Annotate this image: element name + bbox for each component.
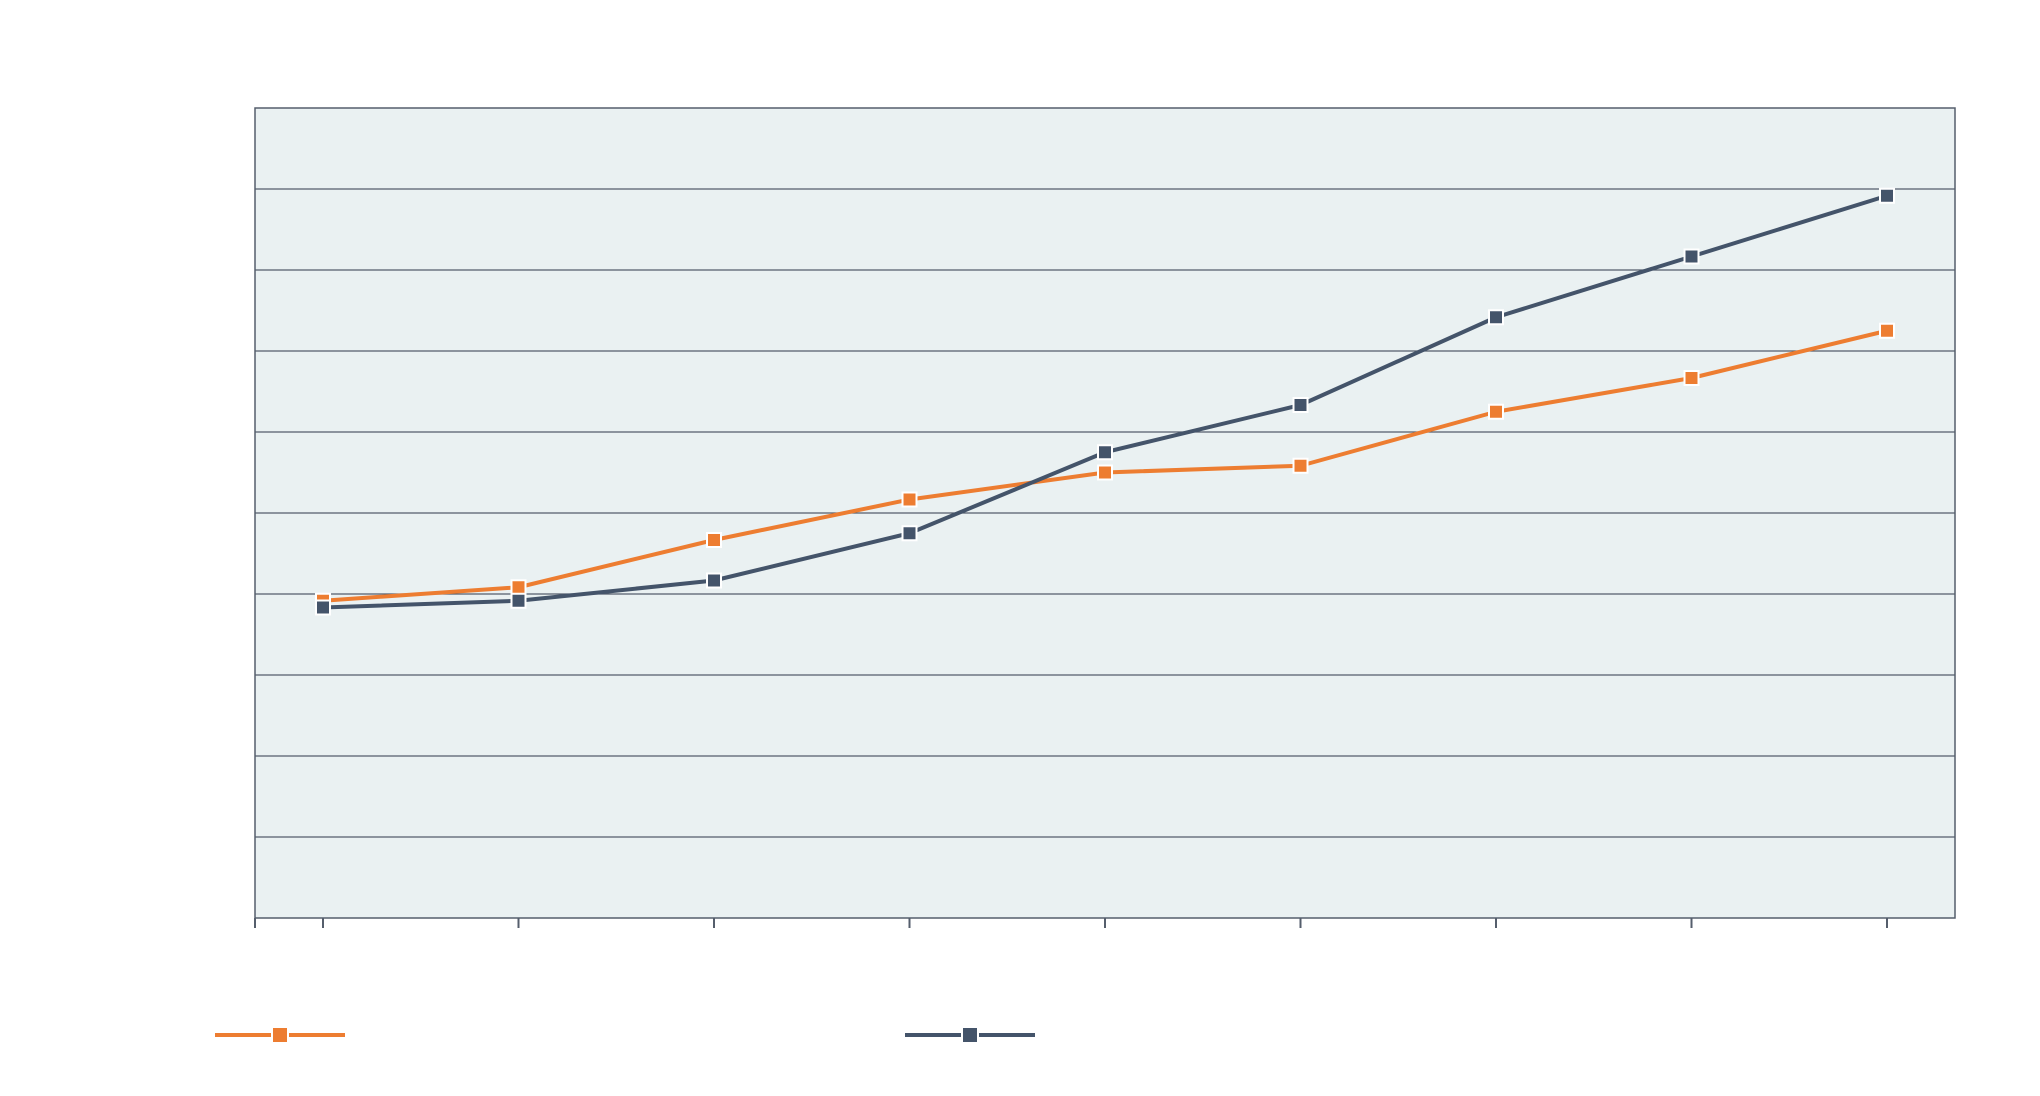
series-marker-series-b bbox=[903, 526, 917, 540]
series-marker-series-a bbox=[1489, 405, 1503, 419]
series-marker-series-b bbox=[316, 601, 330, 615]
line-chart bbox=[0, 0, 2040, 1096]
series-marker-series-b bbox=[512, 594, 526, 608]
series-marker-series-a bbox=[1294, 459, 1308, 473]
series-marker-series-b bbox=[1880, 189, 1894, 203]
legend-marker-series-a bbox=[272, 1027, 288, 1043]
series-marker-series-a bbox=[1098, 466, 1112, 480]
series-marker-series-b bbox=[1294, 398, 1308, 412]
legend-marker-series-b bbox=[962, 1027, 978, 1043]
series-marker-series-a bbox=[903, 493, 917, 507]
series-marker-series-a bbox=[1685, 371, 1699, 385]
series-marker-series-b bbox=[1685, 250, 1699, 264]
series-marker-series-b bbox=[1098, 445, 1112, 459]
series-marker-series-a bbox=[512, 580, 526, 594]
chart-svg bbox=[0, 0, 2040, 1096]
series-marker-series-a bbox=[707, 533, 721, 547]
series-marker-series-b bbox=[707, 574, 721, 588]
series-marker-series-a bbox=[1880, 324, 1894, 338]
series-marker-series-b bbox=[1489, 310, 1503, 324]
